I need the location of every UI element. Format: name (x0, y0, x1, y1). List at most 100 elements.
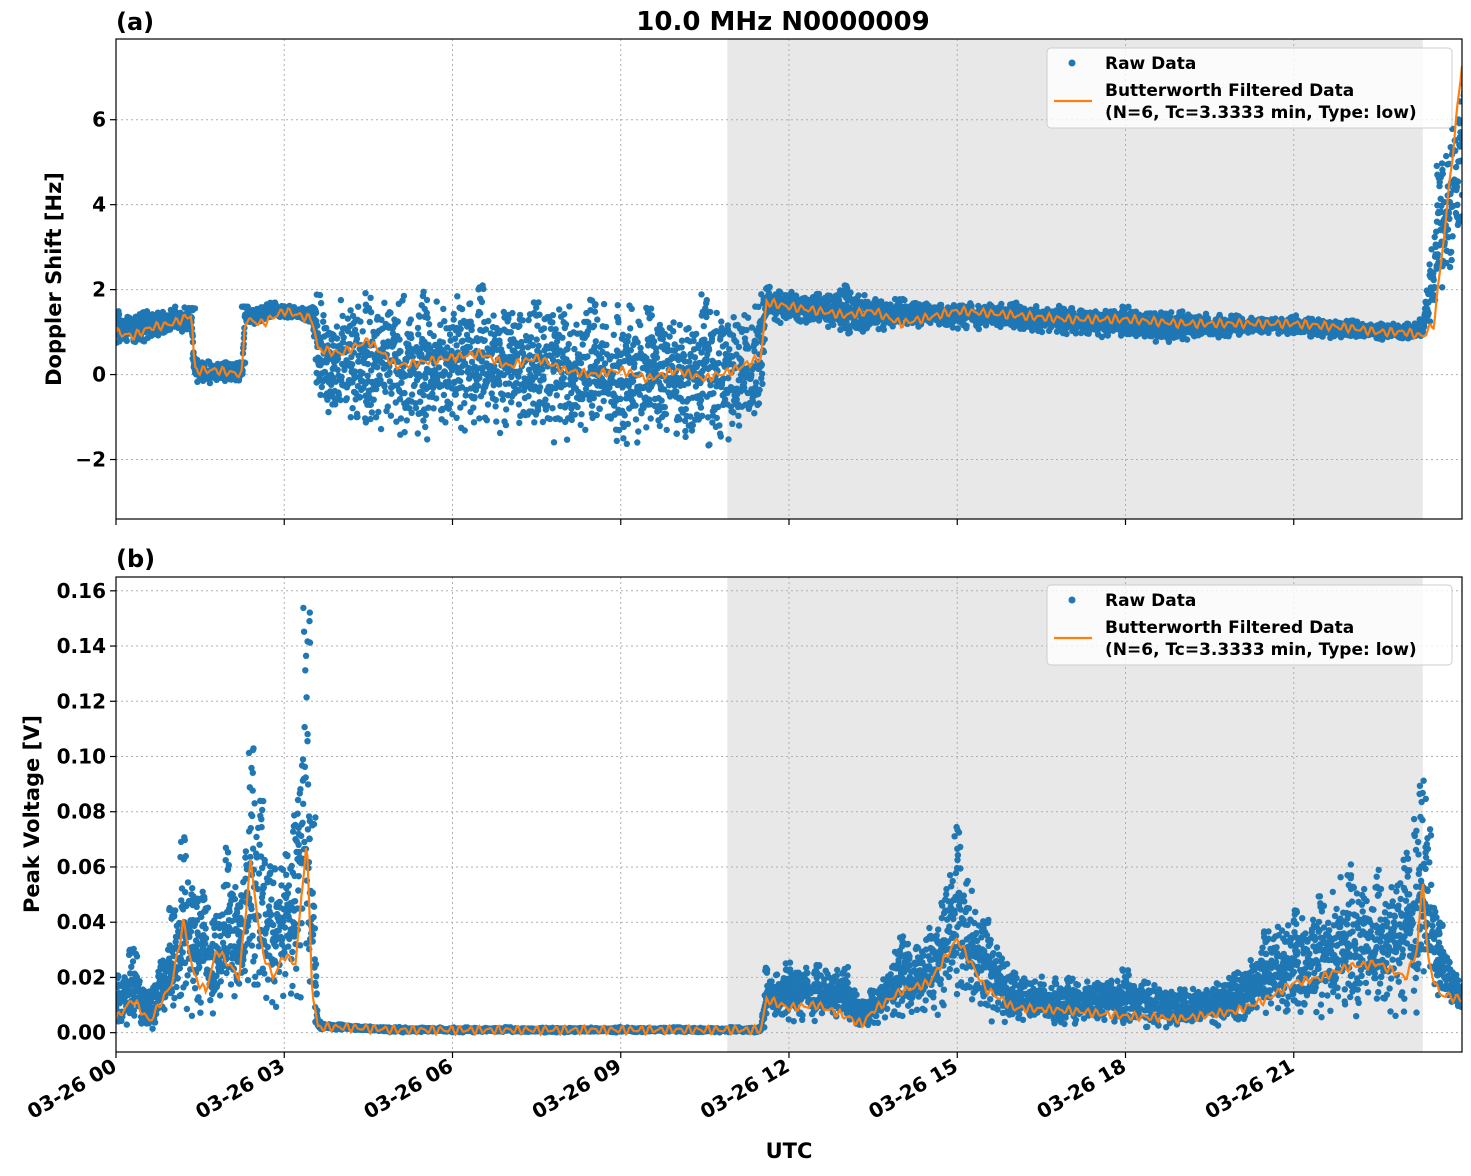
raw-data-point (462, 427, 468, 433)
raw-data-point (387, 310, 393, 316)
raw-data-point (381, 383, 387, 389)
raw-data-point (367, 319, 373, 325)
raw-data-point (531, 419, 537, 425)
raw-data-point (451, 311, 457, 317)
raw-data-point (748, 372, 754, 378)
raw-data-point (497, 430, 503, 436)
raw-data-point (735, 413, 741, 419)
raw-data-point (714, 415, 720, 421)
raw-data-point (354, 336, 360, 342)
raw-data-point (124, 338, 130, 344)
raw-data-point (566, 341, 572, 347)
raw-data-point (574, 404, 580, 410)
raw-data-point (453, 342, 459, 348)
raw-data-point (423, 412, 429, 418)
raw-data-point (593, 338, 599, 344)
raw-data-point (540, 376, 546, 382)
raw-data-point (620, 332, 626, 338)
raw-data-point (440, 306, 446, 312)
panel-a-label: (a) (116, 8, 154, 36)
raw-data-point (397, 348, 403, 354)
raw-data-point (525, 393, 531, 399)
raw-data-point (662, 404, 668, 410)
raw-data-point (476, 415, 482, 421)
raw-data-point (589, 403, 595, 409)
raw-data-point (601, 301, 607, 307)
raw-data-point (685, 325, 691, 331)
raw-data-point (716, 350, 722, 356)
raw-data-point (349, 405, 355, 411)
raw-data-point (485, 318, 491, 324)
raw-data-point (320, 319, 326, 325)
raw-data-point (469, 323, 475, 329)
raw-data-point (386, 369, 392, 375)
raw-data-point (759, 381, 765, 387)
raw-data-point (603, 324, 609, 330)
raw-data-point (461, 400, 467, 406)
raw-data-point (493, 397, 499, 403)
raw-data-point (430, 405, 436, 411)
raw-data-point (666, 333, 672, 339)
raw-data-point (664, 427, 670, 433)
raw-data-point (347, 307, 353, 313)
raw-data-point (847, 329, 853, 335)
raw-data-point (467, 344, 473, 350)
raw-data-point (554, 392, 560, 398)
raw-data-point (516, 401, 522, 407)
raw-data-point (388, 391, 394, 397)
raw-data-point (637, 322, 643, 328)
raw-data-point (334, 335, 340, 341)
raw-data-point (433, 395, 439, 401)
raw-data-point (759, 371, 765, 377)
raw-data-point (670, 328, 676, 334)
raw-data-point (617, 396, 623, 402)
raw-data-point (542, 396, 548, 402)
raw-data-point (658, 397, 664, 403)
raw-data-point (445, 378, 451, 384)
raw-data-point (998, 301, 1004, 307)
raw-data-point (670, 319, 676, 325)
raw-data-point (320, 312, 326, 318)
raw-data-point (753, 379, 759, 385)
raw-data-point (756, 400, 762, 406)
raw-data-point (1168, 309, 1174, 315)
raw-data-point (635, 428, 641, 434)
raw-data-point (634, 439, 640, 445)
raw-data-point (643, 424, 649, 430)
raw-data-point (549, 319, 555, 325)
raw-data-point (442, 419, 448, 425)
raw-data-point (561, 311, 567, 317)
raw-data-point (515, 374, 521, 380)
raw-data-point (398, 415, 404, 421)
raw-data-point (681, 352, 687, 358)
raw-data-point (408, 335, 414, 341)
raw-data-point (611, 332, 617, 338)
raw-data-point (594, 316, 600, 322)
raw-data-point (516, 420, 522, 426)
raw-data-point (508, 329, 514, 335)
raw-data-point (415, 325, 421, 331)
raw-data-point (530, 342, 536, 348)
raw-data-point (597, 406, 603, 412)
raw-data-point (471, 419, 477, 425)
raw-data-point (578, 422, 584, 428)
raw-data-point (682, 434, 688, 440)
raw-data-point (344, 395, 350, 401)
raw-data-point (334, 323, 340, 329)
raw-data-point (458, 369, 464, 375)
raw-data-point (409, 391, 415, 397)
raw-data-point (440, 339, 446, 345)
raw-data-point (357, 318, 363, 324)
raw-data-point (1063, 331, 1069, 337)
raw-data-point (564, 437, 570, 443)
raw-data-point (357, 394, 363, 400)
raw-data-point (674, 431, 680, 437)
raw-data-point (496, 381, 502, 387)
raw-data-point (976, 326, 982, 332)
raw-data-point (417, 399, 423, 405)
raw-data-point (729, 421, 735, 427)
raw-data-point (463, 392, 469, 398)
raw-data-point (325, 409, 331, 415)
raw-data-point (453, 415, 459, 421)
raw-data-point (654, 355, 660, 361)
